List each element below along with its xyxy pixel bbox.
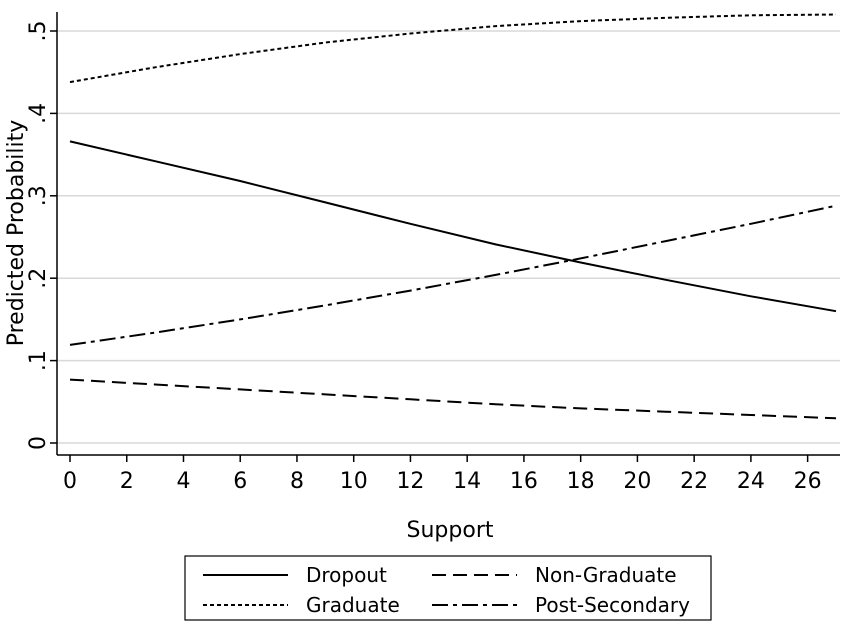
y-tick-label: .5 (26, 21, 51, 42)
y-tick-label: .2 (26, 268, 51, 289)
legend-label-dropout: Dropout (306, 563, 387, 587)
x-tick-label: 22 (680, 469, 708, 494)
y-gridlines (57, 30, 840, 444)
x-tick-label: 0 (63, 469, 77, 494)
x-tick-label: 26 (794, 469, 822, 494)
x-tick-label: 16 (510, 469, 538, 494)
x-tick-label: 12 (396, 469, 424, 494)
x-ticks: 0 2 4 6 8 10 12 14 16 18 20 22 24 26 (63, 455, 822, 494)
x-tick-label: 18 (567, 469, 595, 494)
series-line-graduate (69, 13, 837, 84)
series-lines (69, 13, 837, 420)
x-tick-label: 6 (233, 469, 247, 494)
legend: Dropout Non-Graduate Graduate Post-Secondar… (184, 555, 712, 621)
x-tick-label: 2 (120, 469, 134, 494)
y-tick-label: .3 (26, 185, 51, 206)
series-line-dropout (69, 140, 837, 313)
y-tick-label: 0 (26, 436, 51, 450)
x-tick-label: 14 (453, 469, 481, 494)
x-tick-label: 24 (737, 469, 765, 494)
x-tick-label: 10 (340, 469, 368, 494)
legend-label-post-secondary: Post-Secondary (535, 593, 690, 617)
y-ticks: 0 .1 .2 .3 .4 .5 (26, 21, 57, 450)
x-tick-label: 4 (176, 469, 190, 494)
y-tick-label: .4 (26, 103, 51, 124)
series-line-post-secondary (69, 204, 837, 346)
series-line-non-graduate (69, 378, 837, 420)
legend-label-graduate: Graduate (306, 593, 400, 617)
x-axis-title: Support (407, 518, 494, 543)
legend-label-non-graduate: Non-Graduate (535, 563, 677, 587)
y-axis-title: Predicted Probability (4, 120, 29, 347)
y-tick-label: .1 (26, 350, 51, 371)
x-tick-label: 20 (623, 469, 651, 494)
legend-box (184, 555, 712, 621)
x-tick-label: 8 (290, 469, 304, 494)
